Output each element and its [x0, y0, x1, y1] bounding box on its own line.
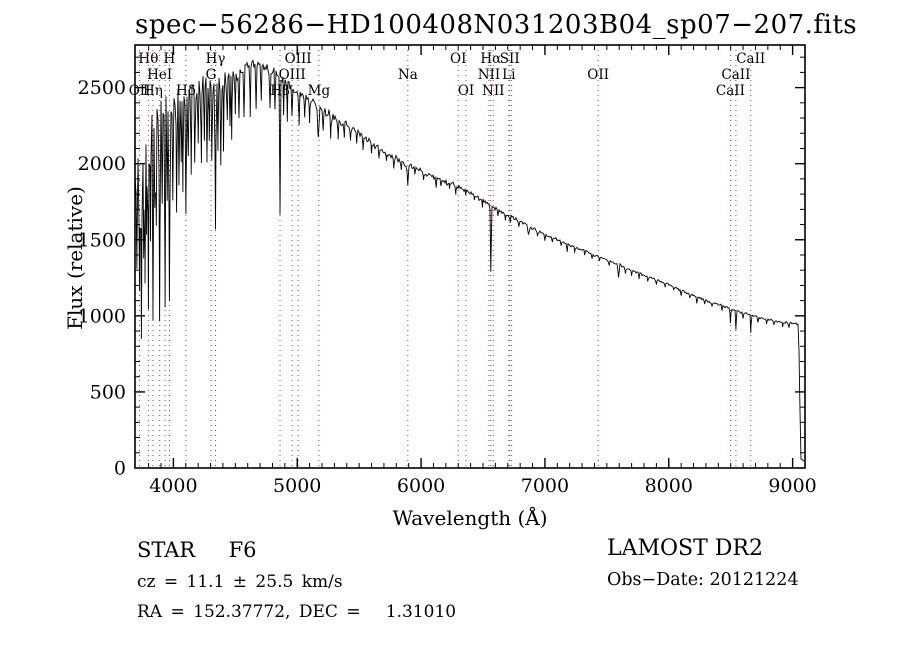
svg-text:Mg: Mg: [308, 83, 331, 99]
spectrum-line: [134, 59, 805, 462]
svg-text:HeI: HeI: [147, 67, 172, 83]
svg-text:SII: SII: [500, 51, 520, 67]
svg-text:OII: OII: [129, 83, 151, 99]
svg-text:CaII: CaII: [716, 83, 745, 99]
cz-text: cz = 11.1 ± 25.5 km/s: [137, 572, 343, 592]
classification-text: STAR F6: [137, 538, 257, 562]
ra-dec-text: RA = 152.37772, DEC = 1.31010: [137, 602, 457, 622]
survey-text: LAMOST DR2: [607, 536, 763, 561]
svg-text:Hγ: Hγ: [206, 51, 226, 67]
svg-text:Hδ: Hδ: [176, 83, 196, 99]
svg-text:OIII: OIII: [285, 51, 312, 67]
svg-text:6000: 6000: [397, 475, 445, 497]
svg-text:G: G: [206, 67, 217, 83]
plot-title: spec−56286−HD100408N031203B04_sp07−207.f…: [135, 10, 858, 40]
svg-text:NII: NII: [482, 83, 504, 99]
svg-text:500: 500: [90, 381, 126, 403]
svg-text:2000: 2000: [78, 153, 126, 175]
svg-text:4000: 4000: [149, 475, 197, 497]
x-axis-label: Wavelength (Å): [392, 506, 548, 530]
svg-text:0: 0: [114, 458, 126, 480]
svg-text:7000: 7000: [521, 475, 569, 497]
svg-text:Hθ: Hθ: [138, 51, 158, 67]
svg-text:8000: 8000: [645, 475, 693, 497]
spectral-line-labels: OIIHθHηHeIHHδGHγHβOIIIOIIIMgNaOIOINIIHαN…: [129, 51, 766, 99]
svg-text:OI: OI: [450, 51, 466, 67]
svg-text:2500: 2500: [78, 77, 126, 99]
svg-text:Li: Li: [502, 67, 516, 83]
obs-date-text: Obs−Date: 20121224: [607, 570, 799, 590]
svg-text:Hη: Hη: [143, 83, 163, 99]
svg-text:Hα: Hα: [480, 51, 501, 67]
axes: 4000 5000 6000 7000 8000 9000 0 500 1000 1500 2000…: [78, 44, 817, 497]
svg-text:1000: 1000: [78, 305, 126, 327]
svg-text:1500: 1500: [78, 229, 126, 251]
svg-text:CaII: CaII: [721, 67, 750, 83]
svg-text:Na: Na: [398, 67, 418, 83]
svg-text:OII: OII: [587, 67, 609, 83]
y-axis-label: Flux (relative): [63, 186, 87, 330]
svg-text:5000: 5000: [273, 475, 321, 497]
svg-text:OIII: OIII: [279, 67, 306, 83]
svg-text:NII: NII: [478, 67, 500, 83]
svg-text:OI: OI: [458, 83, 474, 99]
svg-text:CaII: CaII: [736, 51, 765, 67]
svg-text:H: H: [164, 51, 176, 67]
svg-text:9000: 9000: [768, 475, 816, 497]
spectral-line-markers: [139, 45, 752, 468]
